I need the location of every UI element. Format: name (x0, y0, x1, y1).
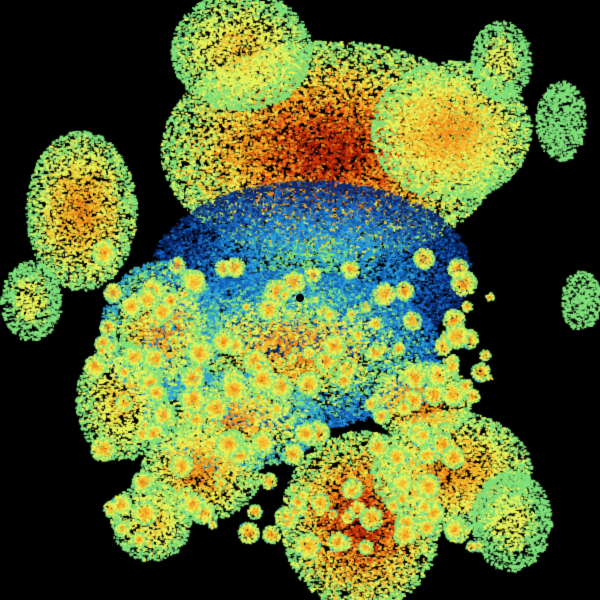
radar-site-marker (296, 294, 304, 302)
